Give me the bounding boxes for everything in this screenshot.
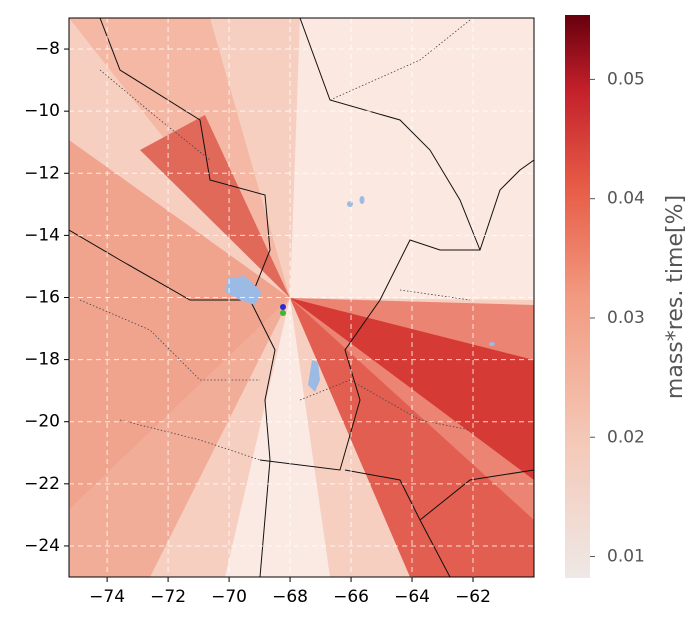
y-tick-label: −14	[24, 225, 60, 245]
colorbar-tick-label: 0.01	[607, 547, 645, 567]
y-tick-label: −10	[24, 101, 60, 121]
y-tick-label: −20	[24, 412, 60, 432]
colorbar-label: mass*res. time[%]	[663, 195, 688, 399]
grid	[69, 18, 534, 577]
colorbar-tick-label: 0.04	[607, 189, 645, 209]
x-tick-label: −68	[272, 587, 308, 607]
x-tick-label: −74	[89, 587, 125, 607]
heatmap	[69, 18, 534, 577]
y-tick-label: −22	[24, 474, 60, 494]
x-tick-label: −70	[211, 587, 247, 607]
colorbar-tick-label: 0.03	[607, 308, 645, 328]
x-tick-label: −66	[333, 587, 369, 607]
y-tick-label: −24	[24, 536, 60, 556]
y-tick-label: −8	[35, 39, 60, 59]
colorbar-tick-label: 0.02	[607, 427, 645, 447]
x-tick-label: −62	[455, 587, 491, 607]
x-tick-label: −64	[394, 587, 430, 607]
y-tick-label: −16	[24, 288, 60, 308]
x-tick-label: −72	[150, 587, 186, 607]
y-tick-label: −18	[24, 350, 60, 370]
colorbar	[565, 15, 590, 578]
colorbar-tick-label: 0.05	[607, 69, 645, 89]
y-tick-label: −12	[24, 163, 60, 183]
